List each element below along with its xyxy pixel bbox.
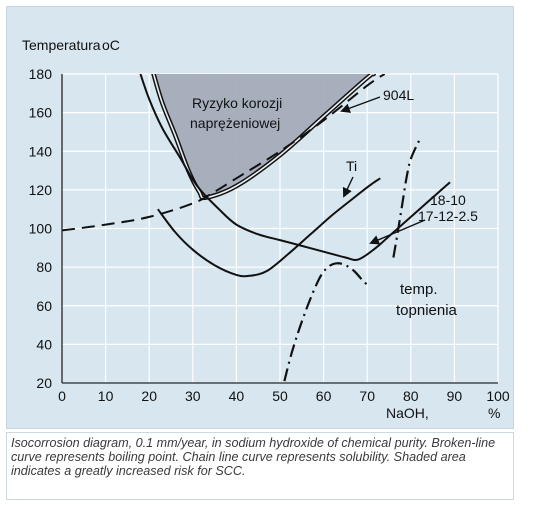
x-tick-label-50: 50 (272, 388, 288, 404)
arrow-ti (342, 176, 354, 198)
arrow-18-10 (369, 219, 426, 245)
curve-solubility (283, 262, 368, 382)
y-tick-label-60: 60 (36, 298, 52, 314)
y-axis-unit: oC (102, 37, 120, 53)
label-ti: Ti (346, 158, 357, 174)
tick-labels: 0 10 20 30 40 50 60 70 80 90 100 20 40 60 80 100 120 140 1… (29, 66, 510, 404)
label-904l: 904L (383, 87, 414, 103)
shaded-region-layer (153, 74, 411, 198)
curve-boiling-point (62, 74, 386, 232)
y-tick-label-100: 100 (29, 221, 53, 237)
y-axis-label: Temperatura (22, 37, 101, 53)
y-tick-label-80: 80 (36, 259, 52, 275)
y-tick-label-140: 140 (29, 143, 53, 159)
x-tick-label-0: 0 (58, 388, 66, 404)
x-tick-label-80: 80 (403, 388, 419, 404)
y-tick-label-160: 160 (29, 105, 53, 121)
shaded-region-label-line2: naprężeniowej (190, 115, 280, 131)
curve-18-10-17-12-2-5 (157, 177, 381, 278)
y-tick-label-20: 20 (36, 375, 52, 391)
curves-layer (62, 74, 451, 382)
x-axis-unit: % (488, 405, 500, 421)
axes (61, 74, 498, 384)
x-tick-label-100: 100 (486, 388, 510, 404)
y-tick-label-120: 120 (29, 182, 53, 198)
y-tick-label-40: 40 (36, 336, 52, 352)
x-tick-label-30: 30 (185, 388, 201, 404)
y-tick-label-180: 180 (29, 66, 53, 82)
x-tick-label-70: 70 (359, 388, 375, 404)
x-tick-label-10: 10 (98, 388, 114, 404)
x-tick-label-60: 60 (316, 388, 332, 404)
curve-ti (139, 74, 451, 261)
label-topnienia: topnienia (396, 302, 458, 319)
figure-caption: Isocorrosion diagram, 0.1 mm/year, in so… (11, 436, 496, 478)
x-tick-label-90: 90 (447, 388, 463, 404)
shaded-region-scc (153, 74, 411, 198)
x-axis-label: NaOH, (386, 405, 429, 421)
x-tick-label-20: 20 (141, 388, 157, 404)
arrow-904l (340, 96, 381, 113)
shaded-region-label: Ryzyko korozji (192, 95, 282, 111)
label-18-10: 18-10 (430, 192, 466, 208)
caption-panel (6, 432, 514, 500)
x-tick-label-40: 40 (229, 388, 245, 404)
label-17-12-2-5: 17-12-2.5 (418, 208, 478, 224)
label-temp: temp. (400, 281, 438, 298)
curve-solubility-right (392, 139, 421, 258)
